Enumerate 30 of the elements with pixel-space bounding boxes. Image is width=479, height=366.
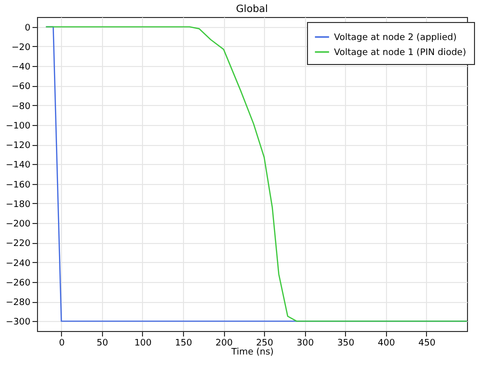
x-tick-label: 100 bbox=[134, 338, 152, 348]
x-tick-label: 150 bbox=[174, 338, 192, 348]
y-tick-label: −60 bbox=[12, 82, 31, 92]
y-tick-label: −160 bbox=[6, 180, 31, 190]
y-tick-label: −80 bbox=[12, 102, 31, 112]
y-tick-label: −180 bbox=[6, 200, 31, 210]
y-tick-label: −200 bbox=[6, 220, 31, 230]
y-tick-label: −260 bbox=[6, 278, 31, 288]
x-tick-label: 50 bbox=[96, 338, 108, 348]
x-tick-label: 300 bbox=[296, 338, 314, 348]
y-tick-label: −280 bbox=[6, 298, 31, 308]
y-tick-label: −100 bbox=[6, 121, 31, 132]
x-tick-label: 200 bbox=[216, 338, 233, 348]
y-tick-label: −40 bbox=[12, 62, 31, 73]
x-tick-label: 0 bbox=[58, 338, 65, 348]
y-tick-label: −240 bbox=[6, 258, 31, 269]
x-tick-label: 400 bbox=[378, 338, 396, 348]
x-tick-label: 350 bbox=[337, 338, 355, 348]
x-tick-label: 450 bbox=[418, 338, 436, 348]
y-tick-label: −140 bbox=[6, 160, 31, 171]
y-tick-label: 0 bbox=[24, 23, 31, 34]
x-axis-title: Time (ns) bbox=[230, 348, 274, 358]
y-tick-label: −20 bbox=[12, 42, 31, 53]
y-tick-label: −220 bbox=[6, 239, 31, 250]
legend-label: Voltage at node 2 (applied) bbox=[334, 33, 457, 43]
y-tick-label: −120 bbox=[6, 141, 31, 152]
legend-label: Voltage at node 1 (PIN diode) bbox=[334, 48, 466, 58]
x-tick-label: 250 bbox=[256, 338, 274, 348]
y-tick-label: −300 bbox=[6, 318, 31, 328]
chart-title: Global bbox=[236, 4, 268, 15]
